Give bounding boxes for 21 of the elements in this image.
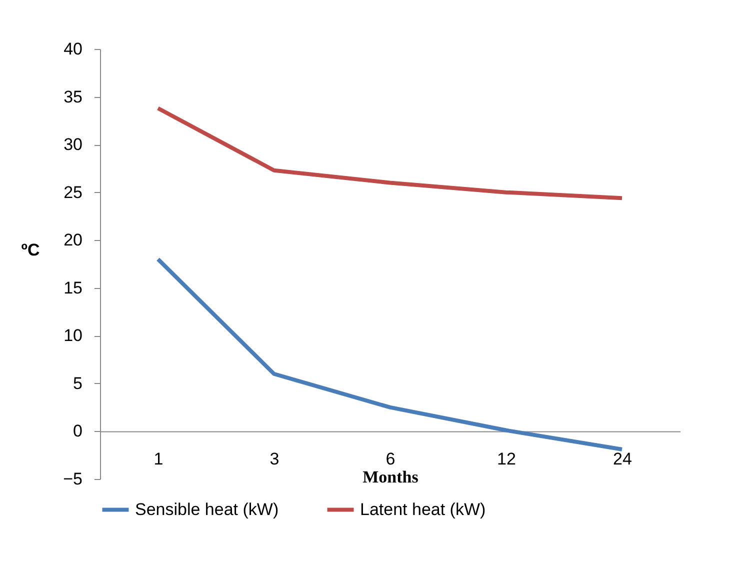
y-tick-label: 35 (64, 87, 82, 106)
y-tick-label: 5 (73, 374, 82, 393)
y-tick-label: 0 (73, 422, 82, 441)
x-tick-label: 3 (270, 450, 280, 469)
x-axis-title: Months (362, 468, 419, 487)
y-tick-label: 25 (64, 182, 82, 202)
x-tick-label: 1 (154, 450, 164, 469)
x-tick-label: 6 (386, 450, 396, 469)
y-tick-label: 15 (64, 278, 82, 298)
y-tick-label: −5 (63, 470, 82, 488)
y-tick-label: 40 (64, 40, 82, 58)
y-tick-label: 30 (64, 135, 82, 154)
y-tick-label: 20 (64, 230, 82, 250)
line-series (156, 257, 624, 452)
x-tick-label: 24 (613, 450, 632, 469)
y-tick-label: 10 (64, 326, 82, 346)
x-tick-label: 12 (497, 450, 516, 469)
legend-label: Sensible heat (kW) (135, 500, 279, 519)
line-series (156, 106, 624, 200)
legend-label: Latent heat (kW) (360, 500, 486, 519)
y-axis-title: ºC (21, 240, 40, 260)
